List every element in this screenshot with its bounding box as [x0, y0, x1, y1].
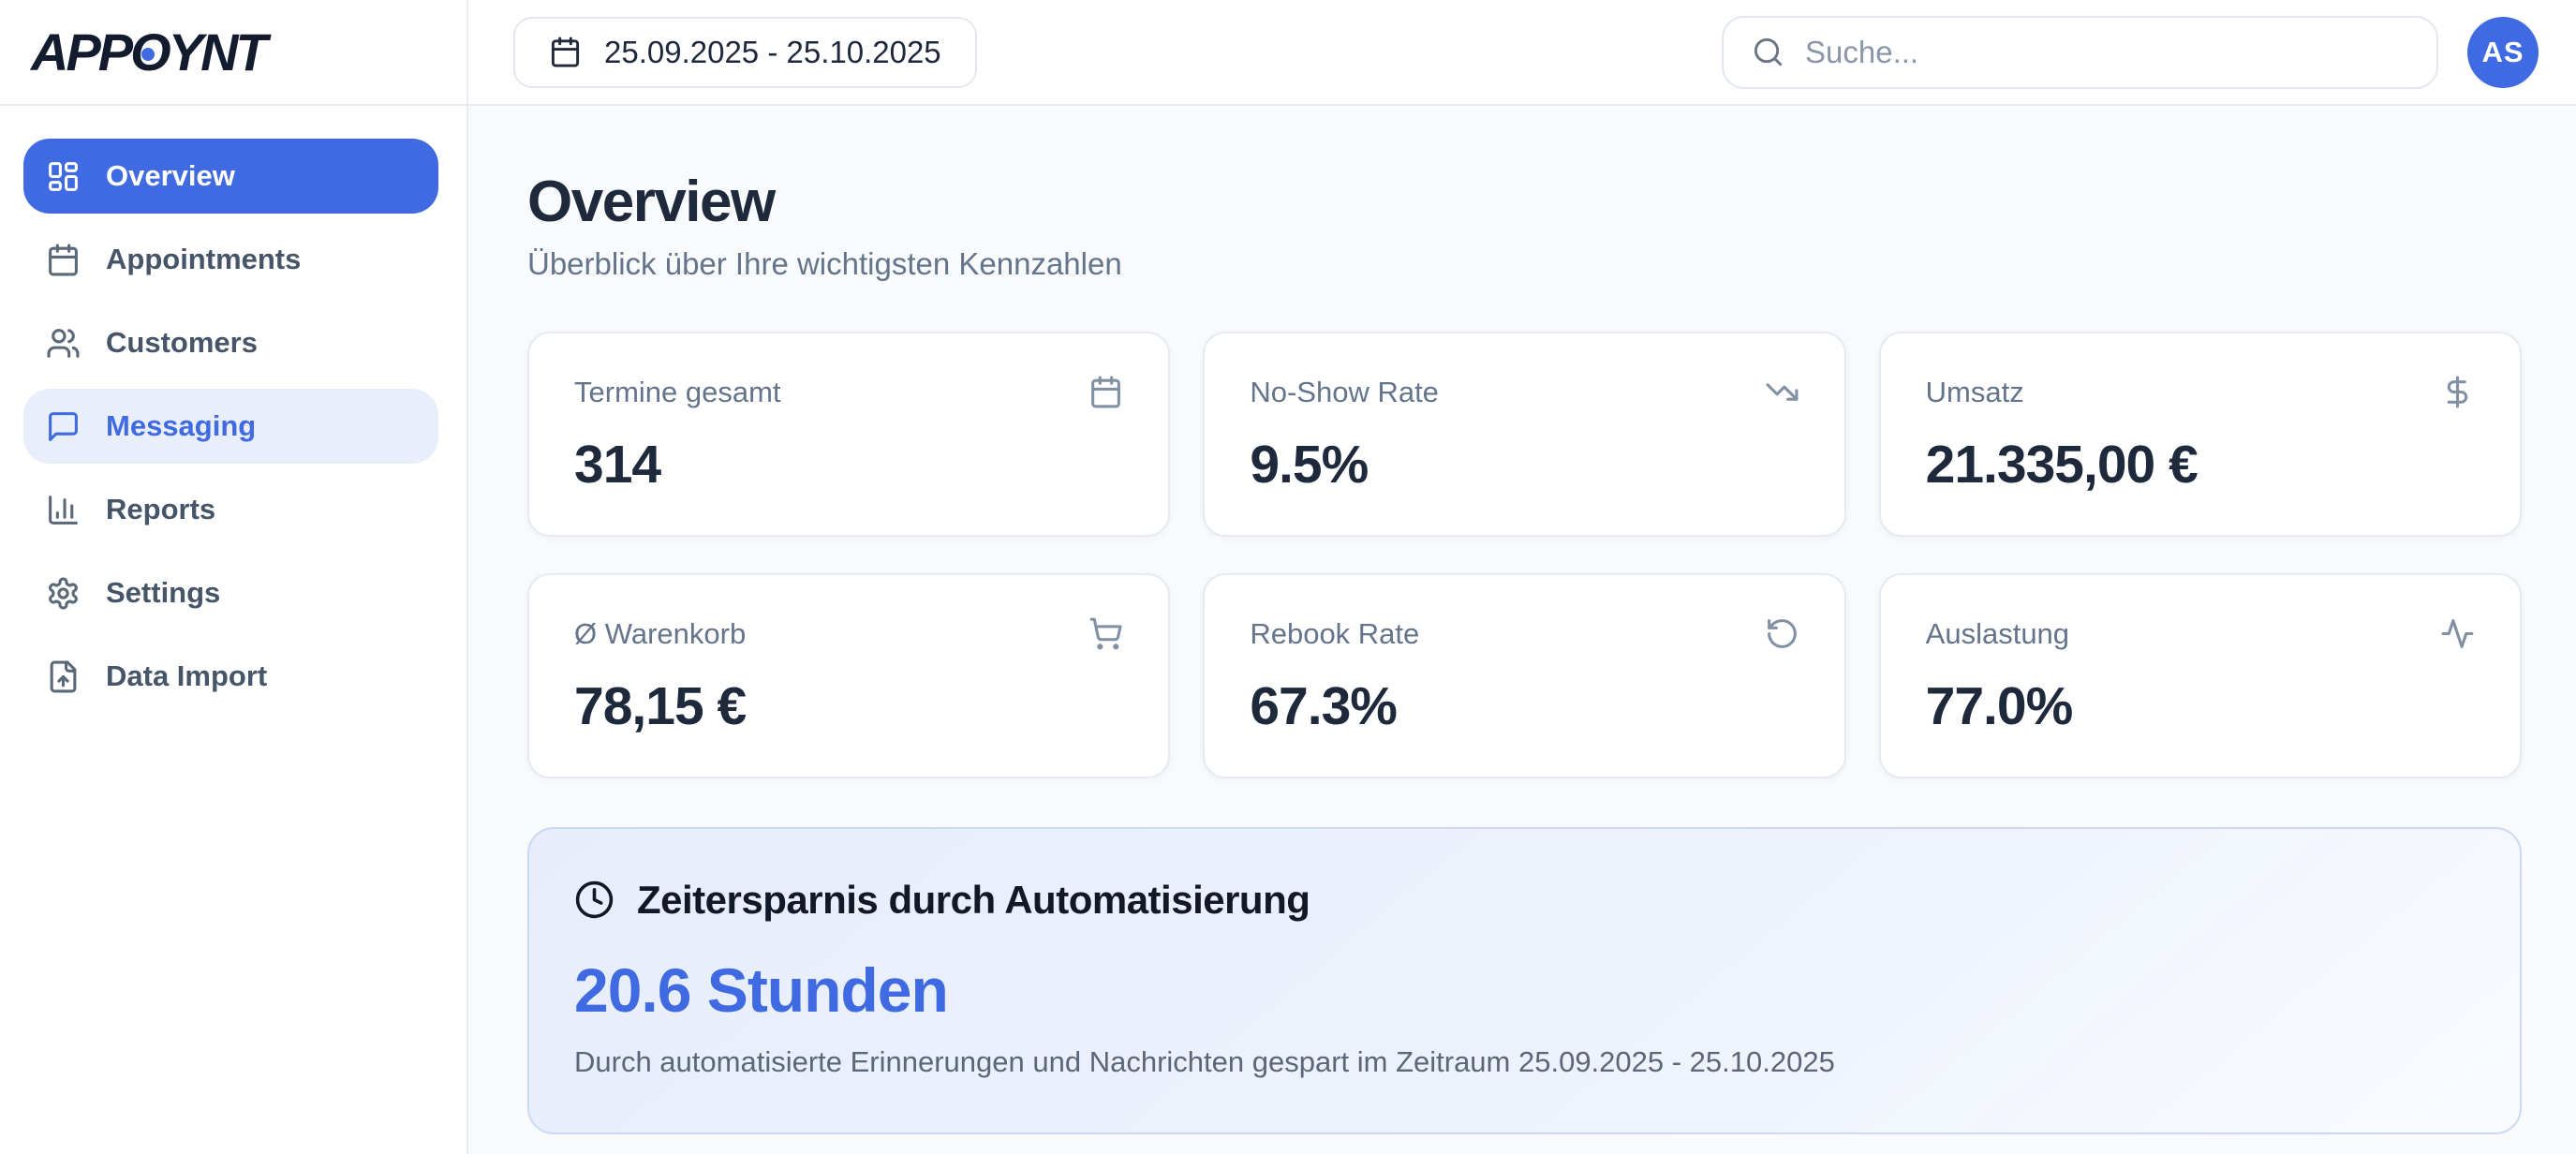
layout-dashboard-icon — [46, 159, 81, 194]
kpi-card-label: Rebook Rate — [1250, 616, 1420, 650]
kpi-card-value: 314 — [574, 434, 661, 495]
logo-text-prefix: APP — [31, 22, 133, 81]
sidebar-item-label: Data Import — [106, 659, 268, 692]
time-saved-title: Zeitersparnis durch Automatisierung — [637, 877, 1310, 922]
sidebar-item-label: Appointments — [106, 243, 302, 275]
kpi-card-value: 21.335,00 € — [1925, 434, 2198, 495]
sidebar-item-label: Customers — [106, 326, 258, 359]
appoynt-logo: APPOYNT — [31, 22, 268, 82]
sidebar-item-settings[interactable]: Settings — [23, 555, 438, 630]
kpi-card-header: Umsatz — [1926, 375, 2475, 409]
kpi-card-warenkorb: Ø Warenkorb 78,15 € — [527, 572, 1171, 778]
header-right-group: AS — [1722, 15, 2539, 89]
kpi-card-label: Umsatz — [1925, 375, 2024, 408]
kpi-card-no-show-rate: No-Show Rate 9.5% — [1203, 331, 1846, 537]
logo-o-with-dot: O — [130, 22, 171, 81]
sidebar-item-label: Reports — [106, 493, 216, 525]
settings-icon — [46, 576, 81, 611]
sidebar-item-appointments[interactable]: Appointments — [23, 222, 438, 297]
kpi-card-label: No-Show Rate — [1250, 375, 1439, 408]
kpi-card-label: Auslastung — [1925, 616, 2070, 650]
page-subtitle: Überblick über Ihre wichtigsten Kennzahl… — [527, 246, 1122, 282]
clock-icon — [574, 880, 614, 920]
sidebar-item-messaging[interactable]: Messaging — [23, 389, 438, 464]
sidebar-item-label: Settings — [106, 576, 221, 609]
logo-text-suffix: YNT — [168, 22, 268, 81]
time-saved-card: Zeitersparnis durch Automatisierung 20.6… — [527, 826, 2522, 1134]
sidebar-nav: Overview Appointments Customers Messaging Re… — [0, 106, 468, 1154]
sidebar-item-data-import[interactable]: Data Import — [23, 639, 438, 714]
bar-chart-icon — [46, 493, 81, 527]
kpi-card-label: Ø Warenkorb — [574, 616, 747, 650]
kpi-card-header: Ø Warenkorb — [574, 616, 1123, 651]
dollar-sign-icon — [2440, 375, 2475, 409]
kpi-card-auslastung: Auslastung 77.0% — [1878, 572, 2522, 778]
sidebar-item-label: Messaging — [106, 409, 257, 442]
rotate-ccw-icon — [1765, 616, 1799, 651]
top-header: 25.09.2025 - 25.10.2025 AS — [468, 0, 2576, 106]
page-title: Overview — [527, 170, 776, 234]
main-content: Overview Überblick über Ihre wichtigsten… — [468, 106, 2576, 1154]
kpi-card-header: Auslastung — [1926, 616, 2475, 651]
kpi-card-value: 67.3% — [1250, 675, 1398, 736]
sidebar-item-customers[interactable]: Customers — [23, 305, 438, 380]
calendar-icon — [549, 36, 582, 68]
calendar-icon — [46, 243, 81, 277]
date-range-button[interactable]: 25.09.2025 - 25.10.2025 — [513, 16, 977, 88]
search-box — [1722, 15, 2438, 89]
message-square-icon — [46, 409, 81, 444]
search-icon — [1752, 36, 1784, 68]
kpi-cards-grid: Termine gesamt 314 No-Show Rate 9.5% Umsatz 2… — [527, 331, 2522, 778]
kpi-card-header: No-Show Rate — [1250, 375, 1799, 409]
search-input[interactable] — [1805, 34, 2408, 70]
time-saved-description: Durch automatisierte Erinnerungen und Na… — [574, 1044, 1835, 1078]
trending-down-icon — [1765, 375, 1799, 409]
sidebar-item-reports[interactable]: Reports — [23, 472, 438, 547]
time-saved-header: Zeitersparnis durch Automatisierung — [574, 878, 2475, 923]
avatar[interactable]: AS — [2467, 16, 2539, 88]
file-up-icon — [46, 659, 81, 694]
shopping-cart-icon — [1088, 616, 1123, 651]
kpi-card-value: 9.5% — [1250, 434, 1369, 495]
users-icon — [46, 326, 81, 361]
kpi-card-value: 77.0% — [1925, 675, 2074, 736]
sidebar-item-label: Overview — [106, 159, 235, 192]
activity-icon — [2440, 616, 2475, 651]
kpi-card-header: Termine gesamt — [574, 375, 1123, 409]
kpi-card-header: Rebook Rate — [1250, 616, 1799, 651]
kpi-card-value: 78,15 € — [574, 675, 747, 736]
kpi-card-termine-gesamt: Termine gesamt 314 — [527, 331, 1171, 537]
sidebar-item-overview[interactable]: Overview — [23, 139, 438, 214]
calendar-icon — [1088, 375, 1123, 409]
kpi-card-umsatz: Umsatz 21.335,00 € — [1878, 331, 2522, 537]
time-saved-value: 20.6 Stunden — [574, 954, 949, 1025]
date-range-label: 25.09.2025 - 25.10.2025 — [604, 34, 941, 69]
sidebar-logo-area: APPOYNT — [0, 0, 468, 106]
kpi-card-rebook-rate: Rebook Rate 67.3% — [1203, 572, 1846, 778]
kpi-card-label: Termine gesamt — [574, 375, 781, 408]
